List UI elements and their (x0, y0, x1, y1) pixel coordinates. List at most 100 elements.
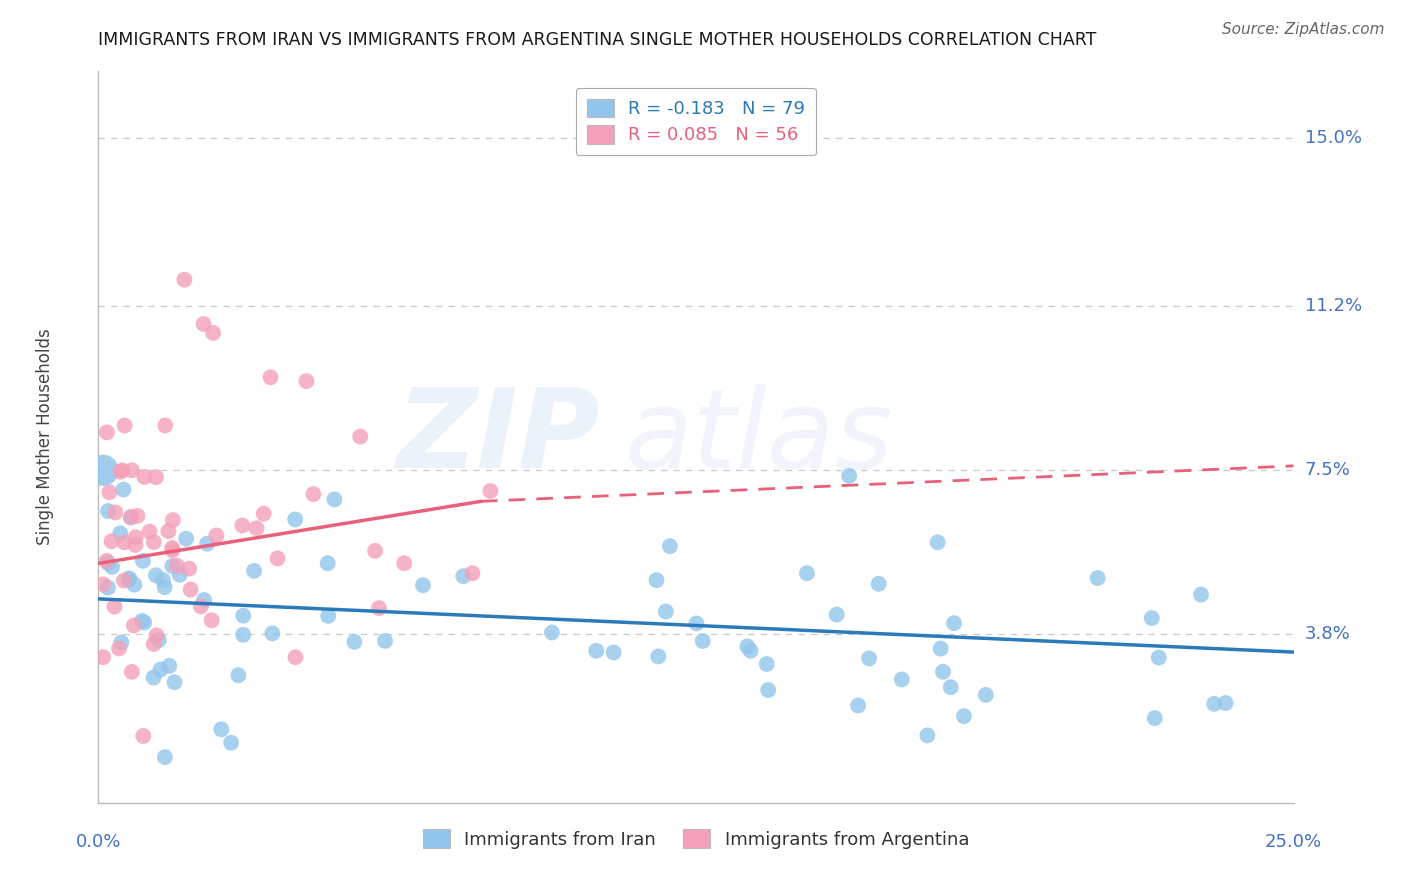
Point (122, 618, 145, 632)
Point (1087, 571, 1109, 585)
Point (453, 569, 475, 583)
Point (166, 558, 188, 573)
Point (231, 518, 253, 533)
Point (193, 317, 215, 331)
Point (114, 418, 136, 433)
Point (343, 635, 366, 649)
Point (110, 635, 132, 649)
Point (953, 709, 976, 723)
Point (103, 599, 125, 614)
Text: ZIP: ZIP (396, 384, 600, 491)
Point (349, 429, 371, 443)
Point (1204, 697, 1226, 711)
Point (121, 665, 143, 679)
Point (302, 487, 325, 501)
Point (232, 628, 254, 642)
Point (131, 614, 153, 628)
Point (195, 537, 218, 551)
Point (394, 556, 416, 570)
Point (364, 544, 387, 558)
Point (868, 576, 890, 591)
Point (253, 507, 276, 521)
Point (209, 723, 232, 737)
Point (120, 509, 142, 524)
Legend: Immigrants from Iran, Immigrants from Argentina: Immigrants from Iran, Immigrants from Ar… (416, 822, 976, 856)
Point (180, 582, 202, 597)
Point (97, 581, 120, 595)
Text: 3.8%: 3.8% (1305, 625, 1350, 643)
Point (97, 556, 120, 570)
Point (101, 560, 124, 574)
Point (162, 559, 184, 574)
Point (740, 644, 762, 658)
Point (174, 532, 197, 546)
Text: 15.0%: 15.0% (1305, 128, 1361, 147)
Point (145, 628, 167, 642)
Point (541, 625, 564, 640)
Point (201, 613, 224, 627)
Point (120, 510, 142, 524)
Point (132, 554, 155, 568)
Point (755, 657, 778, 671)
Point (685, 616, 707, 631)
Point (1143, 711, 1166, 725)
Point (655, 605, 678, 619)
Point (142, 671, 165, 685)
Point (100, 534, 122, 549)
Point (193, 593, 215, 607)
Point (245, 521, 267, 535)
Point (205, 528, 228, 542)
Point (153, 750, 176, 764)
Point (316, 608, 339, 623)
Point (1147, 650, 1170, 665)
Point (155, 418, 177, 433)
Point (152, 573, 174, 587)
Point (943, 616, 966, 631)
Point (1189, 588, 1212, 602)
Point (125, 530, 148, 544)
Point (295, 374, 318, 388)
Point (91, 463, 114, 477)
Point (117, 573, 139, 587)
Point (927, 535, 949, 549)
Point (374, 634, 396, 648)
Text: 25.0%: 25.0% (1265, 833, 1322, 851)
Point (108, 641, 131, 656)
Point (838, 469, 860, 483)
Point (163, 675, 186, 690)
Point (98, 485, 121, 500)
Point (112, 483, 135, 497)
Point (97, 504, 120, 518)
Point (602, 645, 624, 659)
Point (890, 673, 912, 687)
Point (412, 578, 434, 592)
Point (148, 633, 170, 648)
Text: Single Mother Households: Single Mother Households (35, 329, 53, 545)
Point (145, 470, 167, 484)
Point (112, 574, 135, 588)
Point (202, 326, 225, 340)
Text: atlas: atlas (624, 384, 893, 491)
Point (228, 668, 250, 682)
Point (932, 665, 955, 679)
Point (145, 568, 167, 582)
Point (104, 505, 127, 519)
Point (96, 425, 118, 440)
Text: 7.5%: 7.5% (1305, 461, 1351, 479)
Point (219, 736, 242, 750)
Point (917, 728, 939, 742)
Point (111, 463, 134, 477)
Point (284, 650, 307, 665)
Point (91, 650, 114, 665)
Point (142, 535, 165, 549)
Point (1215, 696, 1237, 710)
Text: Source: ZipAtlas.com: Source: ZipAtlas.com (1222, 22, 1385, 37)
Point (149, 663, 172, 677)
Point (160, 541, 183, 555)
Point (858, 651, 880, 665)
Point (132, 729, 155, 743)
Point (1140, 611, 1163, 625)
Point (974, 688, 997, 702)
Point (124, 538, 146, 552)
Text: 11.2%: 11.2% (1305, 297, 1362, 315)
